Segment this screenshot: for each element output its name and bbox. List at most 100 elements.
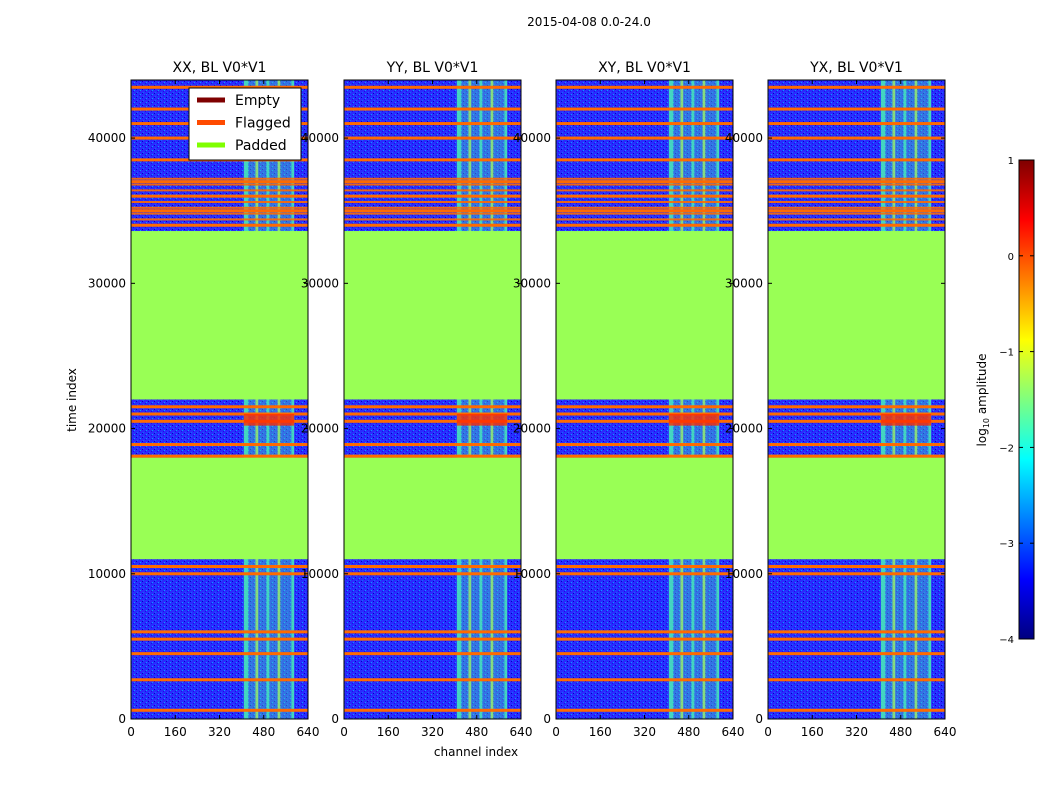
flagged-row xyxy=(344,183,521,186)
flagged-row xyxy=(556,212,733,215)
y-tick-label: 10000 xyxy=(88,567,126,581)
x-tick-label: 160 xyxy=(589,725,612,739)
x-tick-label: 320 xyxy=(633,725,656,739)
legend-label: Flagged xyxy=(235,116,291,132)
hot-region xyxy=(456,414,508,426)
flagged-row xyxy=(768,405,945,409)
flagged-row xyxy=(556,158,733,162)
flagged-row xyxy=(768,419,945,423)
flagged-row xyxy=(131,405,308,409)
colorbar: −4 −3 −2 −1 0 1 log10 amplitude xyxy=(975,156,1035,646)
flagged-row xyxy=(131,708,308,712)
flagged-row xyxy=(131,637,308,641)
y-tick-label: 40000 xyxy=(88,131,126,145)
y-tick-label: 30000 xyxy=(88,276,126,290)
y-tick-label: 20000 xyxy=(301,422,339,436)
flagged-row xyxy=(556,183,733,186)
y-tick-label: 0 xyxy=(543,712,551,726)
flagged-row xyxy=(131,212,308,215)
flagged-row xyxy=(344,189,521,192)
x-tick-label: 0 xyxy=(340,725,348,739)
flagged-row xyxy=(131,224,308,227)
flagged-row xyxy=(768,158,945,162)
flagged-row xyxy=(131,218,308,221)
padded-region xyxy=(768,231,945,400)
padded-region xyxy=(556,231,733,400)
x-axis-label: channel index xyxy=(434,745,518,759)
flagged-row xyxy=(344,419,521,423)
flagged-row xyxy=(131,85,308,89)
flagged-row xyxy=(344,200,521,203)
flagged-row xyxy=(556,200,733,203)
colorbar-tick-label: 1 xyxy=(1008,156,1014,167)
colorbar-tick-label: −2 xyxy=(999,443,1014,454)
flagged-row xyxy=(556,412,733,416)
flagged-row xyxy=(344,218,521,221)
y-tick-label: 10000 xyxy=(513,567,551,581)
padded-region xyxy=(556,457,733,560)
padded-region xyxy=(344,457,521,560)
panel-yy: YY, BL V0*V1 0 160 320 480 640 0 10000 20000 3000… xyxy=(301,60,533,739)
flagged-row xyxy=(344,107,521,111)
colorbar-tick-label: −4 xyxy=(999,635,1014,646)
flagged-row xyxy=(556,136,733,140)
x-tick-label: 320 xyxy=(208,725,231,739)
flagged-row xyxy=(556,637,733,641)
colorbar-label: log10 amplitude xyxy=(975,354,991,447)
flagged-row xyxy=(768,212,945,215)
x-tick-label: 640 xyxy=(722,725,745,739)
flagged-row xyxy=(556,443,733,447)
legend-label: Padded xyxy=(235,138,287,154)
flagged-row xyxy=(131,177,308,180)
flagged-row xyxy=(556,454,733,458)
flagged-row xyxy=(768,454,945,458)
flagged-row xyxy=(768,206,945,209)
flagged-row xyxy=(768,195,945,198)
x-tick-label: 480 xyxy=(252,725,275,739)
flagged-row xyxy=(131,189,308,192)
flagged-row xyxy=(556,177,733,180)
figure-suptitle: 2015-04-08 0.0-24.0 xyxy=(527,15,651,29)
flagged-row xyxy=(344,630,521,634)
flagged-row xyxy=(556,209,733,213)
legend: Empty Flagged Padded xyxy=(188,87,302,161)
flagged-row xyxy=(131,652,308,656)
panel-xx: XX, BL V0*V1 0 160 320 480 640 0 10000 20000 3000… xyxy=(88,60,320,739)
legend-label: Empty xyxy=(235,93,280,109)
flagged-row xyxy=(556,708,733,712)
heatmap-image xyxy=(768,80,945,719)
flagged-row xyxy=(131,419,308,423)
flagged-row xyxy=(131,209,308,213)
x-tick-label: 640 xyxy=(510,725,533,739)
padded-region xyxy=(131,457,308,560)
flagged-row xyxy=(344,212,521,215)
flagged-row xyxy=(768,200,945,203)
flagged-row xyxy=(131,180,308,184)
flagged-row xyxy=(344,224,521,227)
panel-title: XY, BL V0*V1 xyxy=(598,60,691,76)
flagged-row xyxy=(768,565,945,569)
panel-title: XX, BL V0*V1 xyxy=(173,60,267,76)
flagged-row xyxy=(556,180,733,184)
flagged-row xyxy=(344,180,521,184)
flagged-row xyxy=(556,652,733,656)
flagged-row xyxy=(344,572,521,576)
flagged-row xyxy=(131,678,308,682)
flagged-row xyxy=(768,708,945,712)
flagged-row xyxy=(768,122,945,126)
y-tick-label: 30000 xyxy=(301,276,339,290)
flagged-row xyxy=(768,443,945,447)
y-tick-label: 10000 xyxy=(725,567,763,581)
flagged-row xyxy=(768,189,945,192)
hot-region xyxy=(243,414,295,426)
y-tick-label: 20000 xyxy=(88,422,126,436)
flagged-row xyxy=(556,218,733,221)
flagged-row xyxy=(344,405,521,409)
x-tick-label: 320 xyxy=(845,725,868,739)
heatmap-image xyxy=(344,80,521,719)
flagged-row xyxy=(344,136,521,140)
flagged-row xyxy=(131,206,308,209)
flagged-row xyxy=(556,630,733,634)
flagged-row xyxy=(344,209,521,213)
